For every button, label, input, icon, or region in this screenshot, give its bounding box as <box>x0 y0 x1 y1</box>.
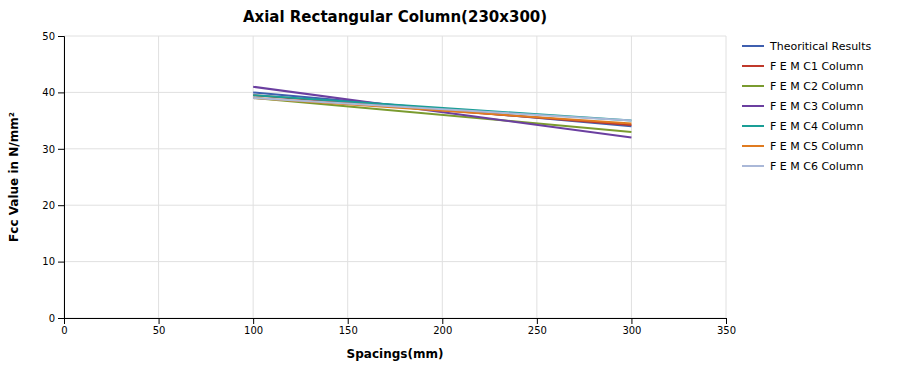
y-tick-label: 30 <box>42 144 55 155</box>
x-tick: 250 <box>528 318 547 336</box>
legend-label: Theoritical Results <box>769 40 871 53</box>
y-axis-title: Fcc Value in N/mm² <box>7 112 21 242</box>
grid <box>64 36 726 318</box>
x-grid-line <box>726 36 727 318</box>
x-tick-label: 150 <box>339 325 358 336</box>
legend-item: F E M C3 Column <box>742 100 864 113</box>
x-tick-mark <box>631 318 632 324</box>
y-tick-mark <box>58 205 64 206</box>
legend-swatch <box>742 65 764 67</box>
x-tick-label: 50 <box>153 325 166 336</box>
chart-title: Axial Rectangular Column(230x300) <box>243 8 547 26</box>
x-tick: 150 <box>339 318 358 336</box>
legend-label: F E M C6 Column <box>770 160 864 173</box>
y-grid-line <box>64 36 726 37</box>
legend-item: F E M C6 Column <box>742 160 864 173</box>
legend-label: F E M C5 Column <box>770 140 864 153</box>
x-grid-line <box>631 36 632 318</box>
x-tick-label: 100 <box>244 325 263 336</box>
legend-label: F E M C1 Column <box>770 60 864 73</box>
legend-label: F E M C2 Column <box>770 80 864 93</box>
legend-label: F E M C3 Column <box>770 100 864 113</box>
x-tick-label: 350 <box>717 325 736 336</box>
x-tick: 350 <box>717 318 736 336</box>
legend-swatch <box>742 145 764 147</box>
y-grid-line <box>64 148 726 149</box>
legend-swatch <box>742 165 764 167</box>
y-tick: 10 <box>42 256 64 267</box>
x-tick: 200 <box>433 318 452 336</box>
y-grid-line <box>64 205 726 206</box>
x-tick-label: 0 <box>61 325 67 336</box>
x-grid-line <box>442 36 443 318</box>
x-tick-mark <box>348 318 349 324</box>
series-line <box>253 95 631 125</box>
x-tick-label: 300 <box>622 325 641 336</box>
y-grid-line <box>64 92 726 93</box>
x-tick-mark <box>159 318 160 324</box>
series-line <box>253 92 631 126</box>
series-line <box>253 95 631 120</box>
x-axis: 0 50 100 150 200 250 300 350 <box>61 318 736 336</box>
y-tick-mark <box>58 92 64 93</box>
x-tick: 50 <box>153 318 166 336</box>
chart-svg: 0 50 100 150 200 250 300 350 0 10 20 30 40 50 Axial Re… <box>0 0 916 368</box>
x-grid-line <box>536 36 537 318</box>
plot-area: 0 50 100 150 200 250 300 350 0 10 20 30 40 50 <box>42 31 736 336</box>
x-tick-mark <box>442 318 443 324</box>
legend-swatch <box>742 85 764 87</box>
y-tick: 20 <box>42 200 64 211</box>
legend-swatch <box>742 45 764 47</box>
legend-label: F E M C4 Column <box>770 120 864 133</box>
y-tick-label: 50 <box>42 31 55 42</box>
legend-item: F E M C4 Column <box>742 120 864 133</box>
x-tick-mark <box>537 318 538 324</box>
x-axis-title: Spacings(mm) <box>347 347 444 361</box>
y-tick: 0 <box>49 313 64 324</box>
y-tick-mark <box>58 36 64 37</box>
series-line <box>253 98 631 121</box>
y-tick-mark <box>58 149 64 150</box>
legend: Theoritical Results F E M C1 Column F E M … <box>742 40 871 173</box>
x-tick-label: 250 <box>528 325 547 336</box>
y-tick: 40 <box>42 87 64 98</box>
x-tick: 300 <box>622 318 641 336</box>
series-line <box>253 98 631 123</box>
x-tick: 100 <box>244 318 263 336</box>
chart-container: 0 50 100 150 200 250 300 350 0 10 20 30 40 50 Axial Re… <box>0 0 916 368</box>
x-grid-line <box>158 36 159 318</box>
y-tick-mark <box>58 318 64 319</box>
y-tick: 30 <box>42 144 64 155</box>
y-tick-label: 40 <box>42 87 55 98</box>
lines <box>253 87 631 138</box>
y-axis: 0 10 20 30 40 50 <box>42 31 64 324</box>
x-tick-mark <box>726 318 727 324</box>
legend-item: F E M C5 Column <box>742 140 864 153</box>
x-grid-line <box>253 36 254 318</box>
y-tick-mark <box>58 262 64 263</box>
legend-item: F E M C1 Column <box>742 60 864 73</box>
x-tick-mark <box>253 318 254 324</box>
legend-item: F E M C2 Column <box>742 80 864 93</box>
legend-swatch <box>742 105 764 107</box>
series-line <box>253 98 631 132</box>
x-axis-line <box>65 319 727 325</box>
x-grid-line <box>347 36 348 318</box>
x-tick: 0 <box>61 318 67 336</box>
y-tick-label: 20 <box>42 200 55 211</box>
series-line <box>253 87 631 138</box>
y-grid-line <box>64 261 726 262</box>
legend-item: Theoritical Results <box>742 40 871 53</box>
y-axis-line <box>58 37 65 319</box>
y-tick: 50 <box>42 31 64 42</box>
y-tick-label: 0 <box>49 313 55 324</box>
x-tick-label: 200 <box>433 325 452 336</box>
y-tick-label: 10 <box>42 256 55 267</box>
legend-swatch <box>742 125 764 127</box>
